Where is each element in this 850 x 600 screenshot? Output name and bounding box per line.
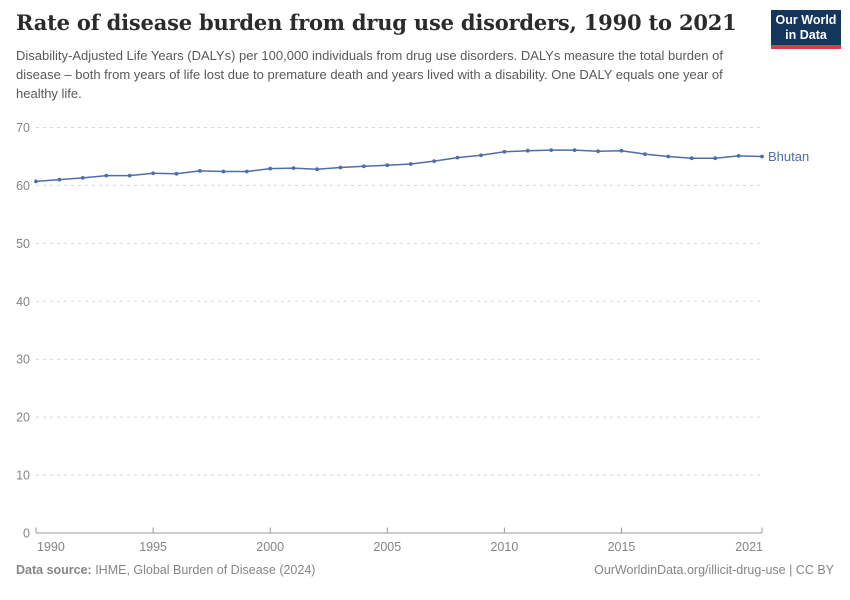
data-point-2006[interactable]	[408, 162, 413, 166]
data-point-1991[interactable]	[57, 177, 62, 182]
page-title: Rate of disease burden from drug use dis…	[16, 10, 737, 35]
data-point-1998[interactable]	[221, 169, 226, 174]
data-point-2004[interactable]	[362, 164, 366, 169]
data-point-1999[interactable]	[244, 169, 249, 174]
x-tick-label-1995: 1995	[139, 540, 167, 554]
owid-logo[interactable]: Our World in Data	[771, 10, 841, 49]
y-tick-label-0: 0	[23, 527, 30, 541]
y-tick-label-50: 50	[16, 237, 30, 251]
y-tick-label-60: 60	[16, 179, 30, 193]
x-tick-label-2005: 2005	[373, 540, 401, 554]
data-point-1990[interactable]	[34, 179, 38, 184]
x-tick-label-2000: 2000	[256, 540, 284, 554]
y-tick-label-70: 70	[16, 121, 30, 135]
x-tick-label-2021: 2021	[735, 540, 763, 554]
data-point-2015[interactable]	[619, 148, 624, 153]
data-point-2011[interactable]	[525, 148, 530, 153]
data-point-2012[interactable]	[549, 148, 554, 152]
line-chart-plot[interactable]: 0 10 20 30 40 50 60 70 1990 1995 2000 2005 2010 2015 2…	[0, 110, 850, 560]
data-point-2003[interactable]	[338, 165, 343, 170]
owid-logo-line2: in Data	[785, 27, 827, 42]
data-point-1996[interactable]	[174, 171, 179, 176]
data-point-1997[interactable]	[198, 169, 202, 173]
data-source: Data source: IHME, Global Burden of Dise…	[16, 563, 315, 577]
x-tick-label-2015: 2015	[608, 540, 636, 554]
y-tick-label-30: 30	[16, 353, 30, 367]
y-tick-label-20: 20	[16, 411, 30, 425]
data-point-2008[interactable]	[455, 155, 460, 160]
data-point-1994[interactable]	[127, 173, 132, 178]
y-tick-label-40: 40	[16, 295, 30, 309]
x-tick-label-2010: 2010	[490, 540, 518, 554]
chart-subtitle: Disability-Adjusted Life Years (DALYs) p…	[16, 48, 723, 101]
data-point-2020[interactable]	[736, 154, 741, 158]
data-point-2018[interactable]	[689, 156, 694, 161]
license-link[interactable]: OurWorldinData.org/illicit-drug-use | CC…	[594, 563, 834, 577]
data-point-2014[interactable]	[596, 149, 600, 154]
data-point-2021[interactable]	[760, 154, 764, 159]
data-point-2010[interactable]	[502, 149, 507, 154]
data-point-2001[interactable]	[291, 166, 296, 170]
chart-footer: Data source: IHME, Global Burden of Dise…	[16, 563, 834, 577]
data-point-1992[interactable]	[80, 176, 85, 180]
data-point-1995[interactable]	[151, 171, 156, 176]
data-source-label: Data source:	[16, 563, 92, 577]
owid-logo-line1: Our World	[775, 12, 837, 27]
data-point-2017[interactable]	[666, 154, 671, 159]
data-point-2013[interactable]	[572, 148, 577, 152]
data-point-2009[interactable]	[479, 153, 483, 158]
series-line-bhutan[interactable]	[35, 149, 763, 183]
data-point-2005[interactable]	[385, 163, 390, 168]
data-point-2002[interactable]	[315, 167, 319, 172]
data-point-2007[interactable]	[432, 159, 436, 163]
data-point-2019[interactable]	[713, 156, 718, 161]
data-point-2016[interactable]	[643, 152, 647, 156]
data-point-2000[interactable]	[268, 166, 273, 171]
x-tick-label-1990: 1990	[37, 540, 65, 554]
series-label-bhutan[interactable]: Bhutan	[768, 149, 809, 164]
y-tick-label-10: 10	[16, 469, 30, 483]
data-point-1993[interactable]	[104, 173, 109, 178]
data-source-value: IHME, Global Burden of Disease (2024)	[91, 563, 316, 577]
